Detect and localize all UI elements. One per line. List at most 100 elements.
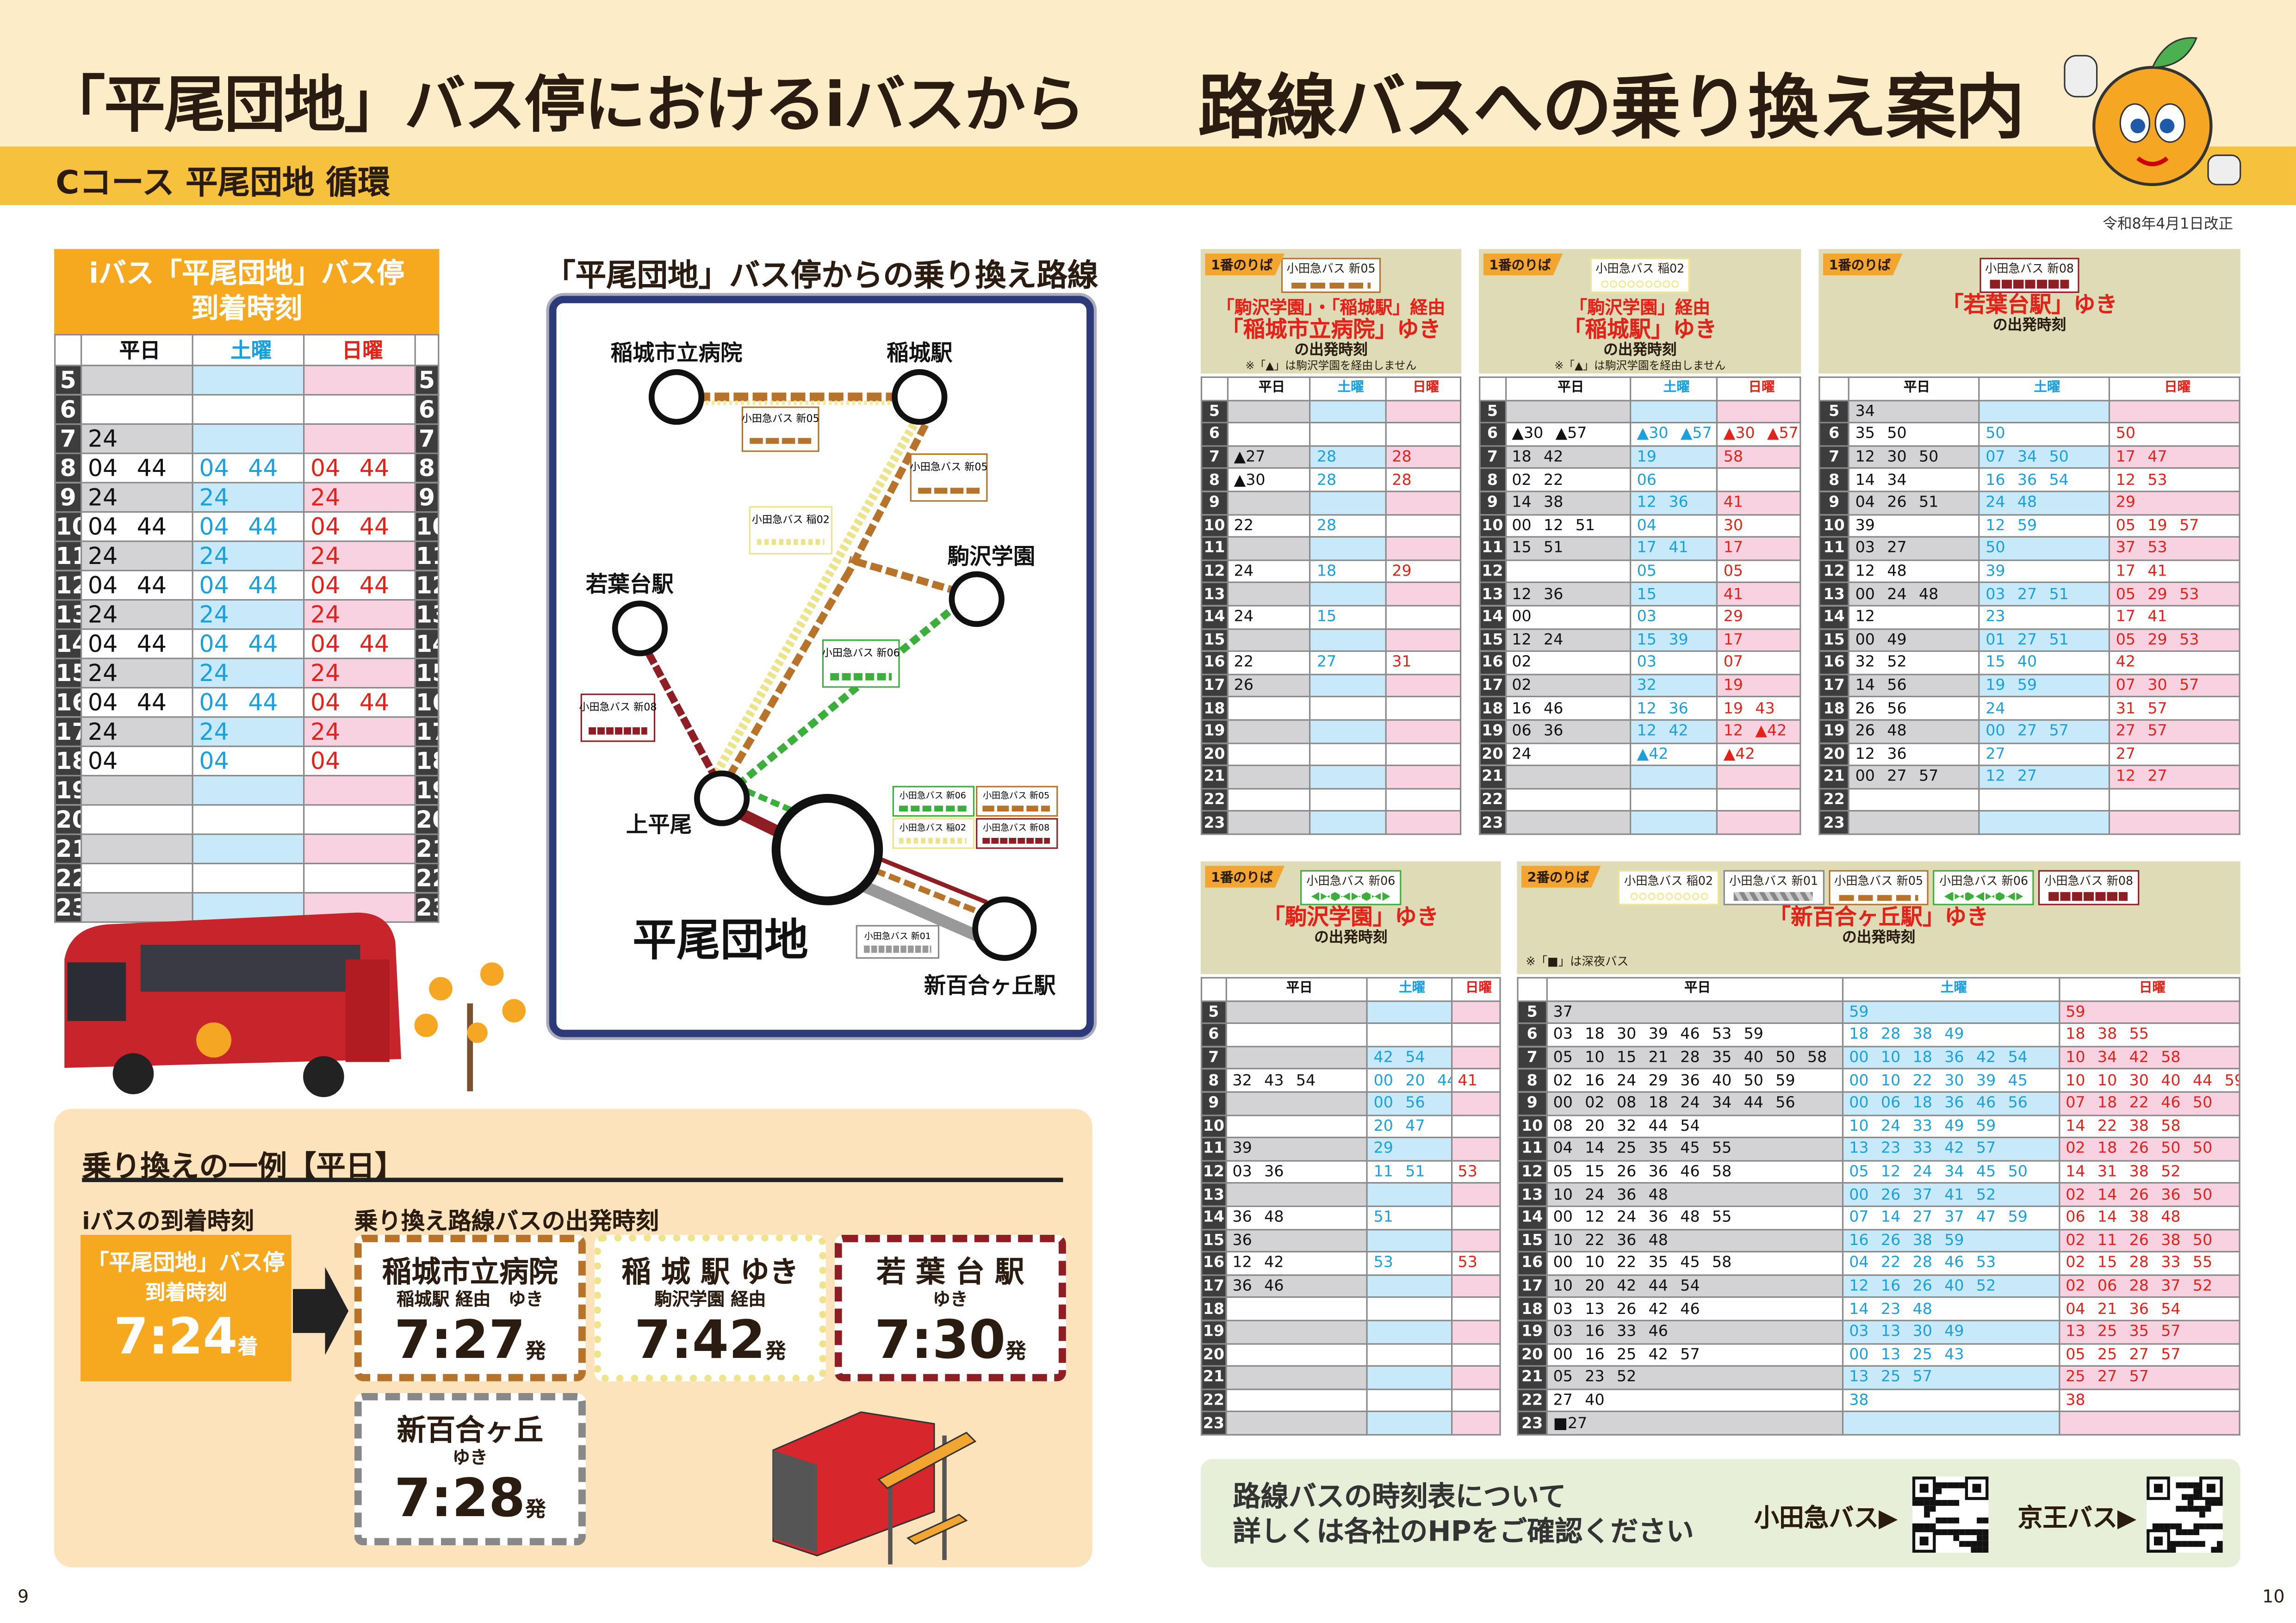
time-cell-sat <box>1309 582 1386 607</box>
departure-subtitle: の出発時刻 <box>1314 930 1388 947</box>
hour-cell: 23 <box>1200 1411 1227 1436</box>
time-cell-wd: 24 <box>1226 559 1311 584</box>
time-cell-wd <box>1226 490 1311 515</box>
departure-destination: 稲城市立病院 <box>382 1254 558 1289</box>
header-background <box>0 0 2296 147</box>
route-pattern-swatch <box>1734 892 1813 901</box>
departure-suffix: 発 <box>1005 1340 1026 1364</box>
hour-cell: 23 <box>414 892 440 923</box>
table-row: 23 <box>1200 1411 1501 1436</box>
departure-via: ゆき <box>452 1447 488 1468</box>
map-title: 「平尾団地」バス停からの乗り換え路線 <box>545 258 1098 293</box>
table-row: 14 36 48 51 <box>1200 1205 1501 1230</box>
time-cell-sat: 00 26 37 41 52 <box>1842 1183 2060 1207</box>
hour-cell: 18 <box>1479 696 1506 721</box>
time-cell-sat: 17 41 <box>1629 536 1718 561</box>
hour-cell: 6 <box>1200 422 1228 446</box>
header-blank <box>414 334 440 366</box>
hour-cell: 8 <box>1818 468 1850 492</box>
hour-cell: 7 <box>1479 445 1506 470</box>
time-cell-sun <box>1450 1228 1501 1253</box>
time-cell-wd: 00 16 25 42 57 <box>1545 1342 1843 1367</box>
time-cell-sun: 24 <box>303 540 416 571</box>
table-row: 9 04 26 51 24 48 29 <box>1818 490 2240 515</box>
departure-suffix: 発 <box>765 1340 786 1364</box>
table-row: 20 24 ▲42 ▲42 <box>1479 742 1801 767</box>
hour-cell: 19 <box>1200 1319 1227 1344</box>
time-cell-sat <box>1978 399 2110 424</box>
time-cell-wd: 24 <box>81 657 193 689</box>
time-cell-wd: 12 36 <box>1848 742 1980 767</box>
time-cell-sun: 18 38 55 <box>2058 1022 2240 1047</box>
time-cell-sat: 24 <box>1978 696 2110 721</box>
hour-cell: 15 <box>1200 1228 1227 1253</box>
time-cell-sun: 41 <box>1716 490 1801 515</box>
keio-link[interactable]: 京王バス▶ <box>2017 1504 2137 1534</box>
hour-cell: 5 <box>1818 399 1850 424</box>
time-cell-sat: 19 <box>1629 445 1718 470</box>
time-cell-sun <box>1384 422 1462 446</box>
station-komazawa-label: 駒沢学園 <box>947 544 1035 570</box>
table-row: 22 27 40 38 38 <box>1517 1388 2240 1412</box>
revision-date: 令和8年4月1日改正 <box>2103 217 2234 233</box>
odakyu-link[interactable]: 小田急バス▶ <box>1754 1504 1898 1534</box>
time-cell-sat <box>1309 787 1386 812</box>
time-cell-wd: 10 22 36 48 <box>1545 1228 1843 1253</box>
svg-text:小田急バス 新08: 小田急バス 新08 <box>579 701 657 713</box>
hour-cell: 20 <box>1479 742 1506 767</box>
header-blank <box>1200 977 1227 1002</box>
time-cell-wd: 36 46 <box>1225 1274 1368 1299</box>
time-cell-wd: 39 <box>1225 1137 1368 1161</box>
table-row: 21 21 <box>54 833 440 864</box>
time-cell-sun <box>1384 513 1462 538</box>
departure-subtitle: の出発時刻 <box>1294 342 1368 359</box>
departure-time: 7:30 <box>874 1311 1006 1371</box>
table-row: 11 03 27 50 37 53 <box>1818 536 2240 561</box>
time-cell-sun: 27 <box>2108 742 2240 767</box>
time-cell-wd: 16 46 <box>1504 696 1632 721</box>
table-row: 23 <box>1200 810 1462 835</box>
hour-cell: 19 <box>54 774 82 806</box>
hour-cell: 16 <box>1517 1251 1547 1276</box>
ibus-header-row: 平日 土曜 日曜 <box>54 334 440 366</box>
hour-cell: 8 <box>1479 468 1506 492</box>
station-komazawa-node <box>949 571 1005 627</box>
route-badges: 小田急バス 稲02 <box>1479 249 1801 293</box>
time-cell-wd: 18 42 <box>1504 445 1632 470</box>
odakyu-qr-code[interactable] <box>1912 1476 1989 1553</box>
time-cell-sun: 19 <box>1716 673 1801 698</box>
time-cell-sun: 37 53 <box>2108 536 2240 561</box>
table-row: 8 ▲30 28 28 <box>1200 468 1462 492</box>
ibus-arrival-table: 平日 土曜 日曜 5 5 6 6 7 24 7 8 04 44 04 44 04 44 8 9 24 24 24 9 1… <box>54 334 440 923</box>
time-cell-wd <box>1504 787 1632 812</box>
arrival-sub: 到着時刻 <box>145 1282 227 1305</box>
time-cell-sun: 30 <box>1716 513 1801 538</box>
table-row: 7 ▲27 28 28 <box>1200 445 1462 470</box>
hour-cell: 6 <box>1517 1022 1547 1047</box>
time-cell-wd <box>1226 627 1311 652</box>
time-cell-wd <box>1226 399 1311 424</box>
time-cell-sun: 10 34 42 58 <box>2058 1045 2240 1070</box>
table-row: 19 06 36 12 42 12 ▲42 <box>1479 719 1801 743</box>
hour-cell: 10 <box>54 511 82 542</box>
departure-suffix: 発 <box>525 1498 546 1522</box>
time-cell-sun: 02 06 28 37 52 <box>2058 1274 2240 1299</box>
time-cell-sat: 24 <box>192 540 305 571</box>
time-cell-sun <box>1384 582 1462 607</box>
hour-cell: 20 <box>414 804 440 835</box>
time-cell-sun <box>1450 1297 1501 1321</box>
platform-tag: 1番のりば <box>1823 253 1903 276</box>
table-row: 5 34 <box>1818 399 2240 424</box>
time-cell-sat: 07 34 50 <box>1978 445 2110 470</box>
footer-text-line2: 詳しくは各社のHPをご確認ください <box>1233 1516 1694 1549</box>
column-header-sat: 土曜 <box>1366 977 1452 1002</box>
keio-qr-code[interactable] <box>2147 1476 2223 1553</box>
hour-cell: 10 <box>414 511 440 542</box>
departure-destination: 新百合ヶ丘 <box>397 1412 544 1448</box>
time-cell-sat: 39 <box>1978 559 2110 584</box>
table-row: 11 04 14 25 35 45 55 13 23 33 42 57 02 18 2… <box>1517 1137 2240 1161</box>
table-row: 22 <box>1200 1388 1501 1412</box>
time-cell-sun <box>1716 399 1801 424</box>
column-header-sat: 土曜 <box>192 334 305 366</box>
